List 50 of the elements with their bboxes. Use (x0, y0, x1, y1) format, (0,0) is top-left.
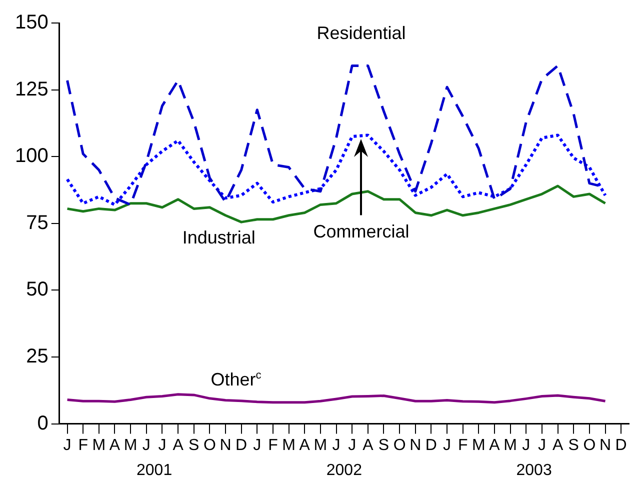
x-tick-label: S (568, 436, 579, 454)
x-tick-label: M (282, 436, 296, 454)
x-tick-label: J (63, 436, 72, 454)
x-tick-label: F (78, 436, 88, 454)
x-tick-label: S (188, 436, 200, 454)
x-tick-label: O (583, 436, 596, 454)
line-series (66, 134, 607, 206)
x-tick-label: D (425, 436, 437, 454)
x-tick-label: A (552, 436, 564, 454)
x-tick-label: F (268, 436, 278, 454)
x-tick-label: O (203, 436, 216, 454)
x-tick-label: J (443, 436, 452, 454)
x-tick-label: A (172, 436, 184, 454)
y-tick-label: 75 (26, 212, 48, 234)
x-tick-label: A (109, 436, 120, 454)
x-tick-label: A (362, 436, 374, 454)
text: 2001 (136, 462, 172, 479)
y-tick-label: 125 (14, 78, 48, 100)
x-tick-label: J (142, 436, 150, 454)
y-tick-label: 25 (26, 346, 48, 368)
y-tick-label: 150 (14, 12, 48, 34)
x-tick-label: M (314, 436, 328, 454)
series-label: Industrial (182, 227, 256, 248)
x-tick-label: J (332, 436, 340, 454)
x-tick-label: J (348, 436, 356, 454)
y-tick-label: 100 (14, 145, 48, 168)
x-tick-label: N (410, 436, 422, 454)
y-tick-label: 50 (26, 278, 48, 301)
x-tick-label: J (253, 436, 262, 454)
x-tick-label: M (504, 436, 517, 454)
series-label: Residential (316, 23, 406, 44)
x-tick-label: N (220, 436, 232, 454)
x-tick-label: A (299, 436, 310, 454)
x-tick-label: M (124, 436, 138, 454)
x-tick-label: D (236, 436, 248, 454)
x-tick-label: A (489, 436, 500, 454)
x-tick-label: J (522, 436, 530, 454)
text: 2003 (516, 462, 552, 479)
x-tick-label: M (92, 436, 106, 454)
text: 2002 (326, 462, 362, 479)
x-tick-label: N (599, 436, 612, 454)
series-label: Commercial (313, 221, 410, 242)
y-tick-label: 0 (37, 412, 48, 434)
x-tick-label: F (458, 436, 468, 454)
x-tick-label: J (538, 436, 546, 454)
x-tick-label: D (615, 436, 627, 454)
x-tick-label: O (393, 436, 406, 454)
x-tick-label: J (158, 436, 166, 454)
x-tick-label: M (472, 436, 486, 454)
x-tick-label: S (378, 436, 390, 454)
